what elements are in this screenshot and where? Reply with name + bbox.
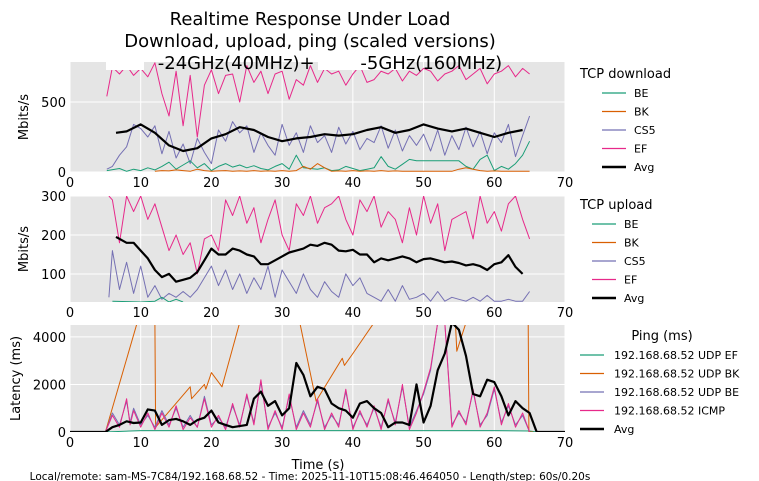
series-line-192-168-68-52-icmp [104,325,531,432]
x-tick-label: 70 [557,306,574,321]
series-group-ping [70,325,565,432]
x-tick-label: 0 [66,306,74,321]
x-tick-label: 10 [132,176,149,191]
legend-entry: Avg [624,292,644,305]
legend-entry: Avg [614,423,634,436]
x-axis-label: Time (s) [291,458,345,473]
x-tick-label: 60 [486,176,503,191]
x-tick-label: 20 [203,306,220,321]
y-axis-label-upload: Mbits/s [17,226,32,272]
panel-download: 0 10 20 30 40 50 60 70 0 500 Mbits/s TCP download BE… [17,62,671,191]
legend-ping: Ping (ms) 192.168.68.52 UDP EF 192.168.68.… [580,329,740,436]
x-tick-label: 50 [415,176,432,191]
legend-entry: CS5 [634,124,656,137]
x-tick-label: 60 [486,306,503,321]
y-tick-label: 500 [41,96,66,111]
series-line-avg [115,235,524,283]
legend-upload: TCP upload BE BK CS5 EF Avg [579,198,653,305]
legend-entry: BE [634,87,649,100]
y-tick-label: 200 [41,229,66,244]
x-tick-label: 10 [132,306,149,321]
series-group-download [106,62,531,172]
chart-title-line-1: Realtime Response Under Load [170,9,451,30]
plot-area-upload [70,196,565,302]
panel-upload: 0 10 20 30 40 50 60 70 100 200 300 Mbits/s TCP uploa… [17,190,653,321]
y-tick-label: 100 [41,268,66,283]
y-tick-label: 0 [58,426,66,441]
y-axis-label-download: Mbits/s [17,94,32,140]
plot-area-ping [70,325,565,432]
series-line-192-168-68-52-udp-bk [104,325,534,432]
legend-title: Ping (ms) [631,329,692,344]
series-line-ef [108,196,531,275]
legend-entry: 192.168.68.52 UDP BE [614,386,739,399]
legend-entry: EF [624,274,637,287]
x-tick-label: 30 [274,176,291,191]
legend-entry: EF [634,143,647,156]
series-line-be [106,140,531,172]
series-line-192-168-68-52-udp-ef [70,430,537,432]
x-tick-label: 70 [557,176,574,191]
title-mask-left [106,54,144,70]
x-tick-label: 10 [132,436,149,451]
panel-ping: 0 10 20 30 40 50 60 70 0 2000 4000 Latency (ms) Ping… [9,325,740,451]
y-axis-label-ping: Latency (ms) [9,336,24,421]
plot-area-download [70,62,565,172]
y-tick-label: 4000 [33,331,66,346]
x-tick-label: 60 [486,436,503,451]
x-tick-label: 30 [274,436,291,451]
chart-title-line-2: Download, upload, ping (scaled versions) [124,31,496,52]
legend-title: TCP download [579,67,671,82]
series-line-bk [154,163,530,172]
x-tick-label: 30 [274,306,291,321]
x-tick-label: 0 [66,176,74,191]
series-line-avg [70,325,565,432]
series-group-upload [108,196,531,302]
legend-download: TCP download BE BK CS5 EF Avg [579,67,671,174]
footer-text: Local/remote: sam-MS-7C84/192.168.68.52 … [30,471,591,481]
x-tick-label: 40 [345,306,362,321]
series-line-ef [106,62,530,138]
legend-entry: 192.168.68.52 UDP EF [614,349,738,362]
x-tick-label: 20 [203,436,220,451]
y-tick-label: 2000 [33,378,66,393]
x-tick-label: 70 [557,436,574,451]
series-line-avg [115,123,523,153]
legend-entry: 192.168.68.52 UDP BK [614,368,740,381]
y-tick-label: 300 [41,190,66,205]
title-mask-mid [318,54,408,70]
x-tick-label: 50 [415,436,432,451]
legend-entry: BE [624,218,639,231]
series-line-cs5 [106,115,531,170]
x-tick-label: 50 [415,306,432,321]
legend-title: TCP upload [579,198,653,213]
legend-entry: CS5 [624,255,646,268]
legend-entry: BK [624,237,640,250]
series-line-cs5 [108,250,531,302]
x-tick-label: 20 [203,176,220,191]
x-tick-label: 0 [66,436,74,451]
chart-title-line-3: -24GHz(40MHz)+ -5GHz(160MHz) [158,53,502,74]
legend-entry: 192.168.68.52 ICMP [614,405,725,418]
legend-entry: BK [634,106,650,119]
x-tick-label: 40 [345,436,362,451]
legend-entry: Avg [634,161,654,174]
x-tick-label: 40 [345,176,362,191]
y-tick-label: 0 [58,166,66,181]
series-line-be [112,296,184,302]
